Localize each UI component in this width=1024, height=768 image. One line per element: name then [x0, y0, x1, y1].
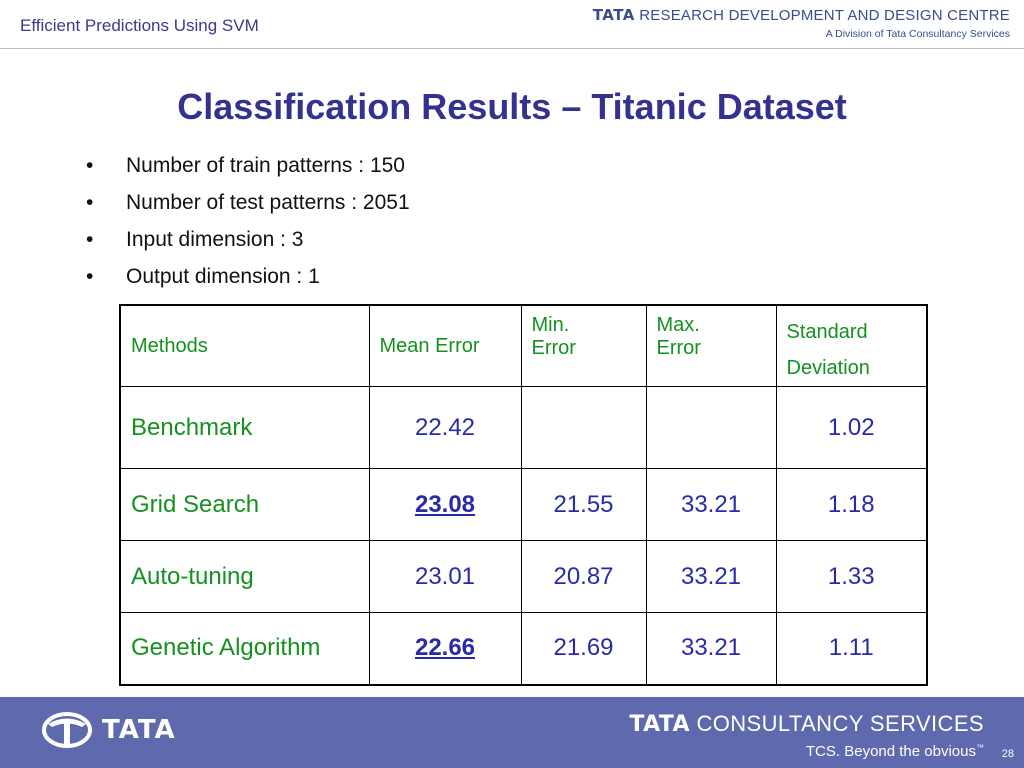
- results-table: Methods Mean Error Min. Error Max. Error S…: [119, 304, 928, 686]
- list-item-text: Number of test patterns : 2051: [126, 191, 410, 214]
- slide-title: Classification Results – Titanic Dataset: [177, 86, 847, 127]
- method-cell: Benchmark: [119, 386, 370, 469]
- list-item-text: Number of train patterns : 150: [126, 154, 405, 177]
- brand-subtitle: A Division of Tata Consultancy Services: [825, 28, 1010, 40]
- header-divider: [0, 48, 1024, 49]
- header-line: Error: [656, 337, 701, 359]
- bullet-marker: •: [86, 191, 94, 214]
- std-dev-cell: 1.02: [775, 386, 928, 469]
- table-row: Genetic Algorithm 22.66 21.69 33.21 1.11: [119, 612, 928, 685]
- std-dev-cell: 1.18: [775, 468, 928, 541]
- brand-name: RESEARCH DEVELOPMENT AND DESIGN CENTRE: [639, 7, 1010, 24]
- bullet-marker: •: [86, 154, 94, 177]
- column-header-min-error: Min. Error: [520, 304, 647, 387]
- list-item-text: Output dimension : 1: [126, 265, 320, 288]
- column-header-mean-error: Mean Error: [368, 304, 522, 387]
- footer-bar: TATA TATA CONSULTANCY SERVICES TCS. Beyo…: [0, 697, 1024, 768]
- header-line: Error: [531, 337, 576, 359]
- header-line: Standard: [786, 321, 868, 343]
- mean-error-cell: 23.01: [368, 540, 522, 613]
- max-error-cell: 33.21: [645, 540, 777, 613]
- list-item: • Number of test patterns : 2051: [86, 189, 410, 226]
- min-error-cell: 21.55: [520, 468, 647, 541]
- mean-error-cell: 22.42: [368, 386, 522, 469]
- bullet-marker: •: [86, 265, 94, 288]
- tata-logo: TATA: [42, 711, 176, 749]
- max-error-cell: [645, 386, 777, 469]
- max-error-cell: 33.21: [645, 468, 777, 541]
- table-row: Benchmark 22.42 1.02: [119, 386, 928, 469]
- header-title: Efficient Predictions Using SVM: [20, 16, 259, 35]
- header-line: Max.: [656, 314, 700, 336]
- brand-block: TATA RESEARCH DEVELOPMENT AND DESIGN CEN…: [593, 6, 1010, 40]
- brand-heading: TATA RESEARCH DEVELOPMENT AND DESIGN CEN…: [593, 6, 1010, 24]
- mean-error-cell: 23.08: [368, 468, 522, 541]
- mean-error-cell: 22.66: [368, 612, 522, 685]
- min-error-cell: [520, 386, 647, 469]
- column-header-max-error: Max. Error: [645, 304, 777, 387]
- header-line: Min.: [531, 314, 570, 336]
- method-cell: Auto-tuning: [119, 540, 370, 613]
- table-row: Grid Search 23.08 21.55 33.21 1.18: [119, 468, 928, 541]
- list-item-text: Input dimension : 3: [126, 228, 304, 251]
- tata-emblem-icon: [42, 712, 92, 748]
- table-header-row: Methods Mean Error Min. Error Max. Error S…: [119, 304, 928, 387]
- brand-tata-wordmark: TATA: [592, 6, 635, 24]
- min-error-cell: 20.87: [520, 540, 647, 613]
- page-number: 28: [1001, 748, 1014, 760]
- tagline-text: TCS. Beyond the obvious: [805, 743, 976, 760]
- tata-logo-wordmark: TATA: [102, 715, 176, 745]
- header-line: Deviation: [786, 357, 870, 379]
- column-header-std-dev: Standard Deviation: [775, 304, 928, 387]
- method-cell: Genetic Algorithm: [119, 612, 370, 685]
- list-item: • Input dimension : 3: [86, 226, 410, 263]
- tcs-tagline: TCS. Beyond the obvious™: [629, 743, 984, 760]
- method-cell: Grid Search: [119, 468, 370, 541]
- list-item: • Number of train patterns : 150: [86, 152, 410, 189]
- bullet-list: • Number of train patterns : 150 • Number …: [86, 152, 410, 300]
- min-error-cell: 21.69: [520, 612, 647, 685]
- tcs-tata-wordmark: TATA: [629, 712, 690, 737]
- tcs-name: TATA CONSULTANCY SERVICES: [629, 711, 984, 737]
- table-row: Auto-tuning 23.01 20.87 33.21 1.33: [119, 540, 928, 613]
- column-header-methods: Methods: [119, 304, 370, 387]
- max-error-cell: 33.21: [645, 612, 777, 685]
- trademark-mark: ™: [976, 743, 984, 752]
- std-dev-cell: 1.33: [775, 540, 928, 613]
- bullet-marker: •: [86, 228, 94, 251]
- tcs-logo: TATA CONSULTANCY SERVICES TCS. Beyond th…: [629, 711, 984, 760]
- list-item: • Output dimension : 1: [86, 263, 410, 300]
- std-dev-cell: 1.11: [775, 612, 928, 685]
- tcs-name-text: CONSULTANCY SERVICES: [696, 711, 984, 736]
